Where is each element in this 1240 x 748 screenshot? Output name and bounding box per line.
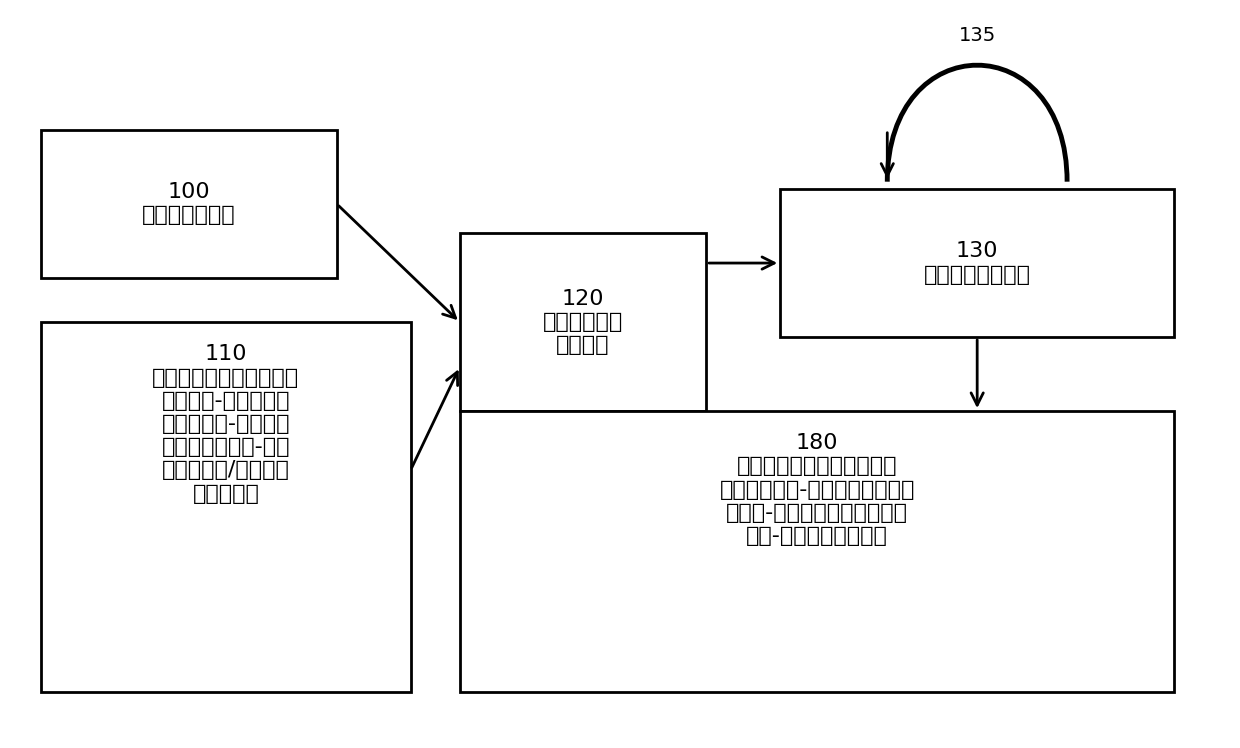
Text: 180
产生治疗组合物敏感性序列
（例如噬菌体-宿主敏感性序列、
抗生素-宿主敏感性序列、杀细
菌剂-宿主敏感性序列）: 180 产生治疗组合物敏感性序列 （例如噬菌体-宿主敏感性序列、 抗生素-宿主敏…	[719, 433, 915, 546]
Text: 100
基因组序列数据: 100 基因组序列数据	[143, 183, 236, 225]
Text: 135: 135	[959, 26, 996, 45]
FancyBboxPatch shape	[460, 411, 1174, 692]
Text: 130
训练机器学习模型: 130 训练机器学习模型	[924, 242, 1030, 285]
FancyBboxPatch shape	[780, 189, 1174, 337]
Text: 120
计算机数据库
接收数据: 120 计算机数据库 接收数据	[543, 289, 624, 355]
FancyBboxPatch shape	[41, 322, 410, 692]
FancyBboxPatch shape	[41, 130, 337, 278]
FancyBboxPatch shape	[460, 233, 707, 411]
Text: 110
治疗组合物敏感性谱（例
如噬菌体-宿主敏感性
谱、抗生素-宿主敏感
性谱、杀细菌剂-宿主
敏感性谱和/或组合的
敏感性谱）: 110 治疗组合物敏感性谱（例 如噬菌体-宿主敏感性 谱、抗生素-宿主敏感 性谱…	[153, 344, 299, 503]
